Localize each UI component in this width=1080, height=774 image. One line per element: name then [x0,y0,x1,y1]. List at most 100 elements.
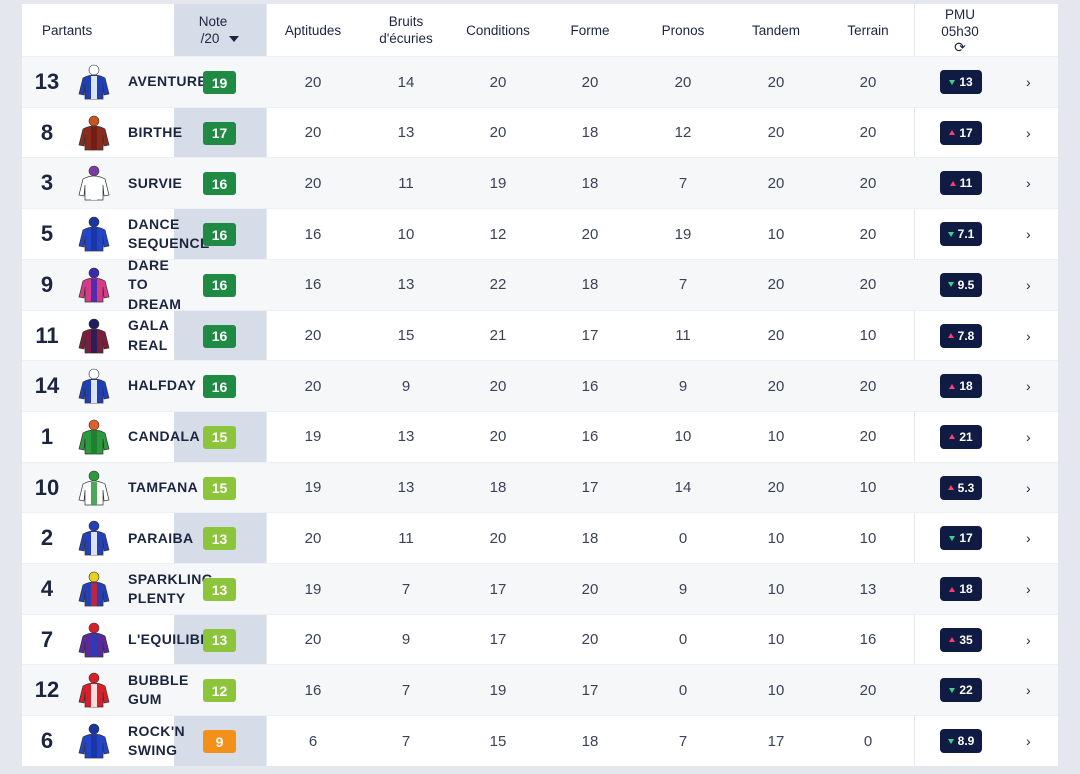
cell-aptitudes: 20 [304,327,322,344]
runner-number: 5 [40,221,54,247]
cell-forme: 20 [581,225,599,243]
cell-terrain: 0 [863,732,873,750]
cell-pronos: 7 [678,732,688,750]
chevron-right-icon[interactable]: › [1026,124,1031,141]
jockey-silk-icon [78,216,110,252]
chevron-right-icon[interactable]: › [1026,428,1031,445]
table-row[interactable]: 1 CANDALA 15 19 13 20 16 10 10 20 21 › [22,410,1058,463]
cell-aptitudes: 19 [304,428,322,446]
runner-number: 2 [40,525,54,551]
chevron-right-icon[interactable]: › [1026,682,1031,699]
header-bruits[interactable]: Bruits d'écuries [379,14,433,46]
header-terrain[interactable]: Terrain [847,22,889,38]
cell-forme: 17 [581,479,599,497]
table-row[interactable]: 10 TAMFANA 15 19 13 18 17 14 20 10 5.3 › [22,461,1058,514]
refresh-icon[interactable]: ⟳ [954,39,966,55]
chevron-right-icon[interactable]: › [1026,733,1031,750]
chevron-right-icon[interactable]: › [1026,327,1031,344]
horse-name[interactable]: TAMFANA [128,478,199,495]
horse-name[interactable]: L'EQUILIBRE [128,630,221,647]
cell-conditions: 20 [489,124,507,142]
table-row[interactable]: 7 L'EQUILIBRE 13 20 9 17 20 0 10 16 35 › [22,613,1058,666]
cell-conditions: 17 [489,580,507,598]
table-row[interactable]: 11 GALA REAL 16 20 15 21 17 11 20 10 7.8 › [22,309,1058,362]
trend-down-icon [947,282,954,288]
table-row[interactable]: 12 BUBBLE GUM 12 16 7 19 17 0 10 20 22 › [22,664,1058,717]
trend-up-icon [949,586,956,592]
cell-terrain: 20 [859,377,877,395]
horse-name[interactable]: CANDALA [128,428,201,445]
header-note-label: Note [198,14,228,29]
cell-tandem: 10 [767,225,785,243]
table-row[interactable]: 9 DARE TO DREAM 16 16 13 22 18 7 20 20 9.5 › [22,256,1058,312]
chevron-right-icon[interactable]: › [1026,581,1031,597]
cell-pronos: 20 [674,73,692,91]
horse-name[interactable]: DANCE SEQUENCE [128,215,210,252]
cell-forme: 20 [581,580,599,598]
cell-terrain: 20 [859,276,877,294]
cell-bruits: 15 [397,327,415,344]
chevron-right-icon[interactable]: › [1026,74,1031,90]
pmu-odds-badge: 11 [940,171,982,196]
jockey-silk-icon [78,571,110,607]
horse-name[interactable]: SPARKLING PLENTY [128,570,214,607]
horse-name[interactable]: ROCK'N SWING [128,722,186,759]
jockey-silk-icon [78,419,110,455]
table-row[interactable]: 6 ROCK'N SWING 9 6 7 15 18 7 17 0 8.9 › [22,715,1058,767]
cell-aptitudes: 16 [304,276,322,294]
table-row[interactable]: 13 AVENTURE 19 20 14 20 20 20 20 20 13 › [22,56,1058,108]
cell-pronos: 11 [675,327,691,344]
horse-name[interactable]: HALFDAY [128,377,197,394]
horse-name[interactable]: BIRTHE [128,123,183,140]
header-pronos[interactable]: Pronos [661,22,705,38]
horse-name[interactable]: BUBBLE GUM [128,671,189,708]
cell-forme: 17 [581,681,599,699]
table-row[interactable]: 5 DANCE SEQUENCE 16 16 10 12 20 19 10 20 7.1 › [22,208,1058,260]
table-row[interactable]: 4 SPARKLING PLENTY 13 19 7 17 20 9 10 13 18 › [22,563,1058,615]
header-aptitudes[interactable]: Aptitudes [284,22,342,38]
cell-pronos: 0 [678,681,688,699]
header-conditions[interactable]: Conditions [466,22,530,38]
table-row[interactable]: 3 SURVIE 16 20 11 19 18 7 20 20 11 › [22,157,1058,210]
cell-terrain: 13 [859,580,877,598]
cell-conditions: 20 [489,73,507,91]
trend-up-icon [949,434,956,440]
header-tandem[interactable]: Tandem [751,22,801,38]
table-row[interactable]: 8 BIRTHE 17 20 13 20 18 12 20 20 17 › [22,106,1058,159]
cell-conditions: 17 [489,631,507,649]
header-pmu[interactable]: PMU 05h30 ⟳ [941,7,979,55]
header-forme[interactable]: Forme [570,22,610,38]
chevron-right-icon[interactable]: › [1026,530,1031,547]
chevron-right-icon[interactable]: › [1026,175,1031,192]
cell-tandem: 10 [767,631,785,649]
runner-number: 14 [34,373,60,399]
horse-name[interactable]: GALA REAL [128,317,170,353]
cell-aptitudes: 20 [304,631,322,649]
header-partants[interactable]: Partants [42,22,93,38]
chevron-right-icon[interactable]: › [1026,631,1031,648]
cell-pronos: 12 [674,124,692,142]
table-row[interactable]: 14 HALFDAY 16 20 9 20 16 9 20 20 18 › [22,360,1058,412]
table-row[interactable]: 2 PARAIBA 13 20 11 20 18 0 10 10 17 › [22,512,1058,564]
header-note[interactable]: Note /20 [174,4,266,56]
trend-up-icon [949,130,956,136]
cell-pronos: 19 [674,225,692,243]
cell-forme: 18 [581,529,599,547]
horse-name[interactable]: SURVIE [128,174,183,191]
note-badge: 9 [203,730,236,754]
trend-down-icon [949,79,956,85]
cell-bruits: 7 [401,681,411,699]
horse-name[interactable]: PARAIBA [128,529,194,546]
chevron-right-icon[interactable]: › [1026,276,1031,293]
cell-pronos: 10 [674,428,692,446]
pmu-odds-badge: 7.8 [940,323,982,348]
chevron-right-icon[interactable]: › [1026,378,1031,395]
horse-name[interactable]: DARE TO DREAM [128,256,182,312]
horse-name[interactable]: AVENTURE [128,73,208,90]
pmu-odds-badge: 9.5 [940,272,982,297]
chevron-right-icon[interactable]: › [1026,479,1031,496]
cell-tandem: 20 [767,124,785,142]
chevron-right-icon[interactable]: › [1026,226,1031,243]
table-header: Partants Note /20 Aptitudes Bruits d'écur… [22,4,1058,57]
cell-bruits: 13 [397,276,415,294]
